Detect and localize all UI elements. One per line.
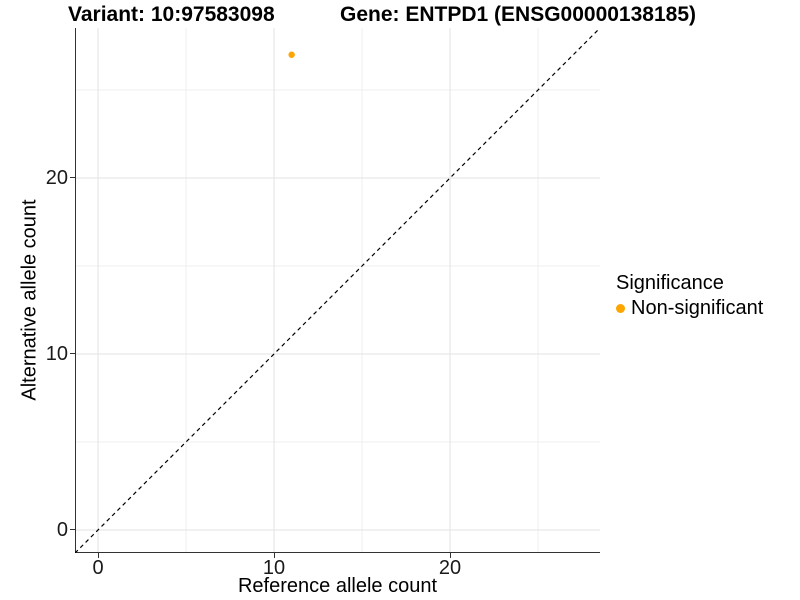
variant-title: Variant: 10:97583098: [68, 3, 275, 26]
legend-title: Significance: [616, 272, 724, 294]
y-tick-mark: [70, 529, 75, 531]
legend-point-icon: [616, 303, 625, 313]
x-tick-mark: [97, 553, 99, 558]
plot-panel: [75, 28, 600, 553]
legend-item-label: Non-significant: [631, 297, 764, 319]
y-tick-mark: [70, 177, 75, 179]
x-tick-label: 0: [92, 557, 104, 579]
legend-item: Non-significant: [616, 296, 763, 320]
x-tick-mark: [449, 553, 451, 558]
x-axis-title: Reference allele count: [237, 575, 437, 597]
y-tick-mark: [70, 353, 75, 355]
x-tick-label: 20: [438, 557, 462, 579]
plot-canvas: [75, 28, 600, 553]
x-tick-mark: [273, 553, 275, 558]
legend: Significance Non-significant: [616, 271, 763, 320]
y-axis-title: Alternative allele count: [18, 199, 41, 401]
x-tick-label: 10: [262, 557, 286, 579]
y-tick-label: 0: [56, 518, 68, 541]
legend-items: Non-significant: [616, 296, 763, 320]
y-tick-label: 10: [45, 342, 68, 365]
data-point: [288, 51, 295, 58]
gene-title: Gene: ENTPD1 (ENSG00000138185): [340, 3, 697, 26]
identity-line: [75, 28, 600, 553]
y-tick-label: 20: [45, 166, 68, 189]
